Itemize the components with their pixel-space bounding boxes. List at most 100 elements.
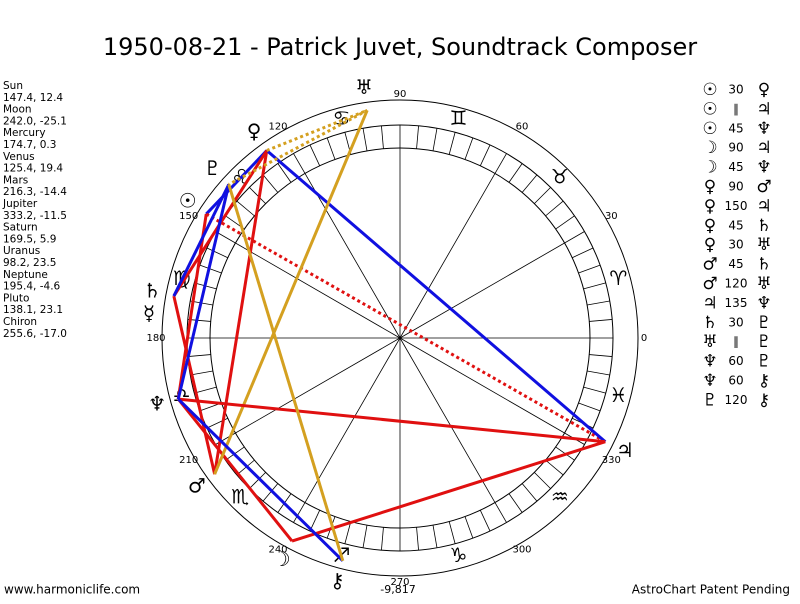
planet-glyph: ♅	[355, 75, 373, 99]
aspect-planet-2: ♅	[756, 274, 771, 294]
degree-label: 0	[641, 333, 647, 344]
aspect-planet-1: ♀	[704, 235, 716, 255]
planet-glyph: ♀	[247, 119, 262, 143]
aspect-type: 90	[728, 141, 743, 155]
aspect-planet-1: ☽	[702, 138, 717, 158]
ring-tick	[326, 137, 336, 160]
ring-tick	[416, 125, 419, 149]
ring-tick	[381, 527, 384, 551]
ring-tick	[555, 215, 575, 230]
planet-glyph: ♄	[143, 279, 161, 303]
sign-glyph: ♓	[609, 383, 627, 407]
planet-coords: 147.4, 12.4	[3, 92, 63, 104]
aspect-type: 45	[728, 160, 743, 174]
aspect-line	[172, 295, 217, 475]
ring-tick	[448, 521, 456, 544]
sign-glyph: ♋	[333, 106, 351, 130]
planet-name: Saturn	[3, 222, 38, 234]
aspect-type: 45	[728, 257, 743, 271]
ring-tick	[194, 386, 217, 394]
aspect-type: 30	[728, 315, 743, 329]
ring-tick	[432, 128, 438, 151]
aspect-line	[291, 440, 606, 543]
ring-tick	[545, 459, 564, 476]
ring-tick	[521, 174, 538, 193]
aspect-line	[176, 213, 208, 400]
ring-tick	[464, 516, 474, 539]
spoke	[399, 337, 565, 434]
ring-tick	[508, 163, 523, 183]
ring-tick	[199, 264, 222, 274]
spoke	[399, 242, 565, 339]
aspect-planet-2: ⚷	[758, 390, 770, 410]
spoke	[304, 173, 401, 339]
aspect-planet-1: ♆	[702, 371, 717, 391]
degree-label: 90	[394, 89, 407, 100]
sign-glyph: ♉	[551, 165, 569, 189]
aspect-line	[172, 183, 231, 297]
planet-coords: 169.5, 5.9	[3, 233, 56, 245]
aspect-line	[205, 149, 268, 216]
planet-name: Mercury	[3, 127, 46, 139]
aspect-planet-2: ♇	[756, 352, 771, 372]
aspect-planet-1: ♀	[704, 177, 716, 197]
planet-coords: 255.6, -17.0	[3, 328, 67, 340]
ring-tick	[293, 153, 306, 174]
aspect-planet-1: ♆	[702, 352, 717, 372]
aspect-type: 90	[728, 180, 743, 194]
ring-tick	[362, 128, 368, 151]
planet-name: Sun	[3, 80, 23, 92]
ring-tick	[583, 282, 606, 290]
aspect-type: ∥	[733, 335, 739, 349]
planet-name: Chiron	[3, 316, 37, 328]
planet-glyph: ☽	[273, 547, 291, 571]
aspect-type: 30	[728, 83, 743, 97]
aspect-type: 30	[728, 238, 743, 252]
outer-circle	[161, 99, 639, 577]
aspect-planet-2: ♃	[756, 99, 771, 119]
aspect-planet-1: ☉	[702, 80, 717, 100]
aspect-planet-2: ♃	[756, 138, 771, 158]
aspect-line	[213, 150, 269, 475]
planet-coords: 125.4, 19.4	[3, 163, 63, 175]
planet-coords: 195.4, -4.6	[3, 281, 61, 293]
degree-label: 150	[179, 211, 198, 222]
aspect-type: 60	[728, 354, 743, 368]
spoke	[235, 337, 401, 434]
degree-label: 330	[602, 455, 621, 466]
planet-name: Pluto	[3, 292, 29, 304]
aspect-type: 135	[725, 296, 748, 310]
aspect-type: 45	[728, 121, 743, 135]
ring-tick	[589, 319, 613, 322]
planet-coords: 333.2, -11.5	[3, 210, 67, 222]
footer-left: www.harmoniclife.com	[4, 583, 140, 597]
ring-tick	[416, 527, 419, 551]
ring-tick	[589, 354, 613, 357]
aspect-planet-2: ♄	[756, 255, 771, 275]
planet-coords: 242.0, -25.1	[3, 115, 67, 127]
planet-name: Venus	[3, 151, 35, 163]
aspect-type: 150	[725, 199, 748, 213]
aspect-planet-2: ♆	[756, 293, 771, 313]
aspect-planet-2: ♆	[756, 158, 771, 178]
aspect-type: 120	[725, 277, 748, 291]
ring-tick	[249, 187, 266, 204]
aspect-planet-2: ♆	[756, 119, 771, 139]
ring-tick	[432, 525, 438, 548]
degree-label: 60	[516, 122, 529, 133]
ring-tick	[534, 472, 551, 489]
aspect-planet-1: ♀	[704, 216, 716, 236]
ring-tick	[534, 187, 551, 204]
aspect-planet-2: ⚷	[758, 371, 770, 391]
degree-label: 180	[146, 333, 165, 344]
aspect-planet-1: ♀	[704, 196, 716, 216]
aspect-line	[265, 149, 607, 443]
aspect-type: 45	[728, 218, 743, 232]
planet-name: Uranus	[3, 245, 40, 257]
ring-tick	[545, 200, 564, 217]
aspect-planet-2: ♃	[756, 196, 771, 216]
ring-tick	[578, 264, 601, 274]
aspect-line	[178, 397, 606, 444]
ring-tick	[236, 200, 255, 217]
aspect-planet-1: ♃	[702, 293, 717, 313]
